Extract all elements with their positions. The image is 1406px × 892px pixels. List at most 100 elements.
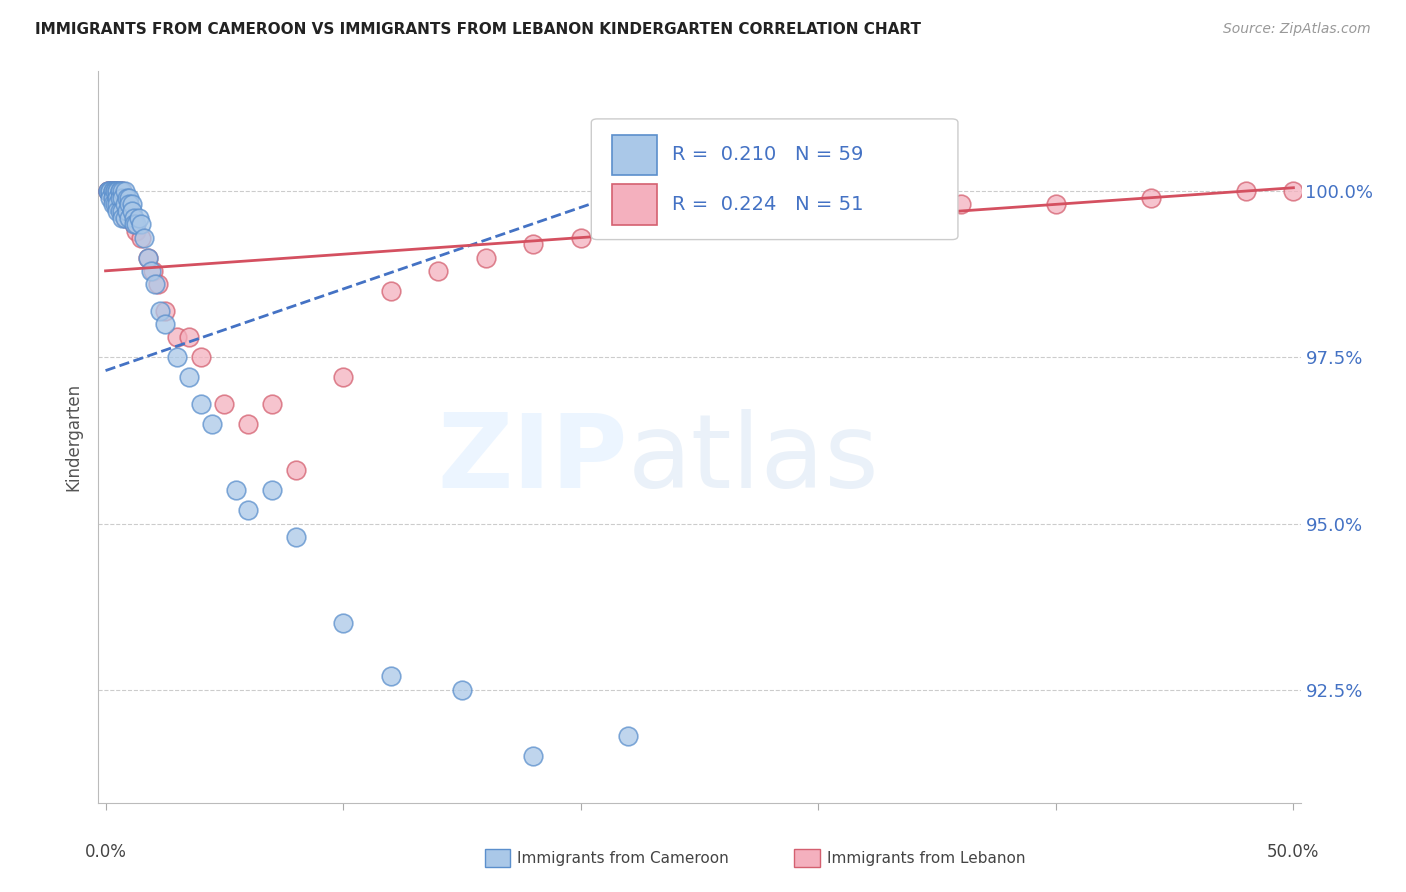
Point — [118, 191, 141, 205]
Point — [166, 351, 188, 365]
Text: 0.0%: 0.0% — [84, 843, 127, 861]
Point — [108, 184, 131, 198]
Point — [97, 184, 120, 198]
Bar — [612, 135, 658, 175]
Point — [101, 197, 124, 211]
Text: 50.0%: 50.0% — [1267, 843, 1320, 861]
Bar — [612, 185, 658, 225]
Text: ZIP: ZIP — [437, 409, 627, 509]
Point — [107, 184, 129, 198]
Point — [104, 184, 127, 198]
Point — [111, 197, 134, 211]
Point — [97, 184, 120, 198]
Point — [118, 204, 141, 219]
Point — [107, 184, 129, 198]
Point — [104, 184, 127, 198]
Point — [101, 184, 124, 198]
Point — [177, 330, 200, 344]
Point — [101, 184, 124, 198]
Point — [98, 184, 121, 198]
Point — [617, 729, 640, 743]
Point — [166, 330, 188, 344]
Point — [949, 197, 972, 211]
Point — [114, 197, 136, 211]
Point — [427, 264, 450, 278]
Point — [332, 370, 354, 384]
Point — [104, 184, 127, 198]
Point — [128, 211, 150, 225]
Point — [177, 370, 200, 384]
Point — [451, 682, 474, 697]
Point — [98, 184, 121, 198]
Point — [104, 191, 127, 205]
Point — [98, 191, 121, 205]
Text: Immigrants from Lebanon: Immigrants from Lebanon — [827, 851, 1025, 865]
Point — [153, 303, 176, 318]
Point — [380, 284, 402, 298]
Point — [1140, 191, 1163, 205]
Point — [225, 483, 247, 498]
Point — [98, 184, 121, 198]
Point — [118, 211, 141, 225]
Point — [1282, 184, 1305, 198]
Point — [101, 184, 124, 198]
Point — [108, 197, 131, 211]
Point — [107, 197, 129, 211]
Point — [101, 191, 124, 205]
Point — [121, 211, 143, 225]
Point — [1045, 197, 1067, 211]
Point — [108, 204, 131, 219]
Point — [332, 616, 354, 631]
Point — [145, 277, 167, 292]
Text: Immigrants from Cameroon: Immigrants from Cameroon — [517, 851, 730, 865]
Point — [107, 184, 129, 198]
Point — [108, 184, 131, 198]
Point — [114, 197, 136, 211]
Point — [104, 184, 127, 198]
Text: R =  0.210   N = 59: R = 0.210 N = 59 — [672, 145, 863, 164]
Point — [111, 184, 134, 198]
Point — [114, 184, 136, 198]
Point — [107, 191, 129, 205]
Text: IMMIGRANTS FROM CAMEROON VS IMMIGRANTS FROM LEBANON KINDERGARTEN CORRELATION CHA: IMMIGRANTS FROM CAMEROON VS IMMIGRANTS F… — [35, 22, 921, 37]
Point — [125, 224, 148, 238]
Point — [111, 204, 134, 219]
Point — [101, 191, 124, 205]
Point — [260, 483, 283, 498]
Text: atlas: atlas — [627, 409, 879, 509]
Point — [97, 184, 120, 198]
Point — [129, 217, 152, 231]
Point — [122, 217, 145, 231]
Point — [111, 204, 134, 219]
Point — [108, 184, 131, 198]
Point — [474, 251, 496, 265]
Point — [98, 184, 121, 198]
Point — [153, 317, 176, 331]
Point — [190, 397, 212, 411]
Point — [97, 184, 120, 198]
Point — [855, 204, 877, 219]
Point — [260, 397, 283, 411]
Point — [569, 230, 592, 244]
Point — [522, 237, 544, 252]
Text: R =  0.224   N = 51: R = 0.224 N = 51 — [672, 194, 863, 214]
Point — [122, 217, 145, 231]
Point — [522, 749, 544, 764]
FancyBboxPatch shape — [592, 119, 957, 240]
Point — [149, 303, 172, 318]
Point — [214, 397, 236, 411]
Text: Source: ZipAtlas.com: Source: ZipAtlas.com — [1223, 22, 1371, 37]
Point — [190, 351, 212, 365]
Point — [115, 204, 138, 219]
Point — [115, 204, 138, 219]
Point — [121, 204, 143, 219]
Point — [201, 417, 224, 431]
Point — [107, 191, 129, 205]
Point — [132, 230, 155, 244]
Y-axis label: Kindergarten: Kindergarten — [65, 383, 83, 491]
Point — [101, 184, 124, 198]
Point — [114, 211, 136, 225]
Point — [665, 217, 688, 231]
Point — [111, 211, 134, 225]
Point — [118, 197, 141, 211]
